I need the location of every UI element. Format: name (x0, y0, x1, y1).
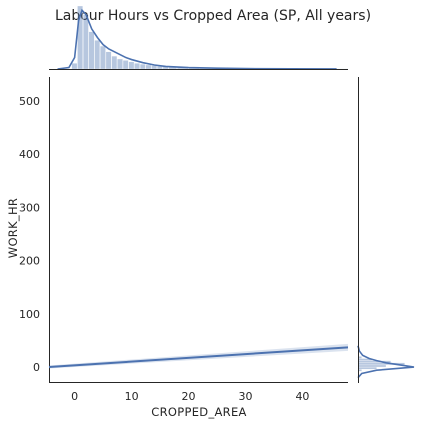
right-histogram-bar (357, 366, 377, 370)
top-histogram-bar (83, 14, 89, 70)
top-histogram-bar (151, 65, 157, 70)
top-histogram-bar (71, 63, 78, 70)
y-tick-label: 200 (19, 255, 40, 268)
right-histogram-bar (357, 364, 387, 368)
regression-line (48, 346, 349, 369)
x-tick-label: 10 (125, 390, 139, 403)
y-tick-label: 400 (19, 148, 40, 161)
main-plot-area (48, 77, 349, 383)
x-tick-label: 0 (71, 390, 78, 403)
y-tick-labels: 0 100 200 300 400 500 (19, 95, 40, 374)
chart-title: Labour Hours vs Cropped Area (SP, All ye… (55, 8, 371, 24)
top-histogram-bar (139, 63, 146, 70)
y-axis-label: WORK_HR (6, 198, 20, 258)
top-histogram-bar (88, 31, 95, 70)
top-histogram-bar (128, 61, 135, 70)
right-kde-curve (357, 345, 415, 379)
top-histogram-bar (122, 60, 129, 70)
x-tick-label: 20 (182, 390, 196, 403)
x-tick-labels: 0 10 20 30 40 (71, 390, 309, 403)
top-kde-curve (57, 8, 337, 70)
top-histogram-bar (145, 64, 152, 70)
top-histogram-bar (94, 40, 101, 70)
y-tick-label: 300 (19, 201, 40, 214)
x-tick-label: 30 (238, 390, 252, 403)
x-tick-label: 40 (295, 390, 309, 403)
top-marginal-histogram (57, 5, 348, 70)
x-axis-label: CROPPED_AREA (151, 405, 246, 419)
top-histogram-bar (105, 51, 112, 70)
top-histogram-bar (100, 45, 106, 70)
right-marginal-histogram (357, 345, 415, 379)
top-histogram-bar (134, 63, 140, 70)
top-histogram-bar (111, 55, 118, 70)
top-histogram-bar (117, 58, 123, 70)
y-tick-label: 500 (19, 95, 40, 108)
y-tick-label: 100 (19, 308, 40, 321)
y-tick-label: 0 (33, 361, 40, 374)
